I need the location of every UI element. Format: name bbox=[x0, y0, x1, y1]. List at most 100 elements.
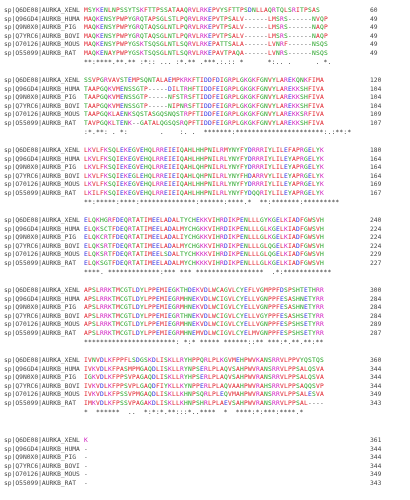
sequence-row: sp|Q6DE08|AURKA_XENLA LKVLFKSQLEKEGVEHQLR… bbox=[4, 147, 406, 156]
sequence-residues: MAQKENSYPWPYGRQTAQSGLNTLPQRVLRKEPVTPSALV… bbox=[84, 32, 328, 40]
sequence-row: sp|O70126|AURKB_MOUSE IVKVDLKFPSSVPMGAQDL… bbox=[4, 391, 406, 400]
sequence-id: sp|Q6DE08|AURKA_XENLA bbox=[4, 217, 80, 224]
sequence-id: sp|O70126|AURKB_MOUSE bbox=[4, 321, 80, 329]
position-count: 180 bbox=[370, 147, 382, 154]
sequence-row: sp|Q96GD4|AURKB_HUMAN IVKVDLKFPASMPMGAQDL… bbox=[4, 366, 406, 375]
sequence-residues: LKVLFKSQIEKEGLEHQLRREIEIQAHLQHPNILRLYNYF… bbox=[84, 172, 324, 180]
sequence-id: sp|Q96GD4|AURKB_HUMAN bbox=[4, 295, 80, 303]
sequence-id: sp|Q7YRC6|AURKB_BOVIN bbox=[4, 32, 80, 40]
sequence-residues: MAQKENSYPWPYGSKTSQSGLNTLSQRVLRKEPATTSALA… bbox=[84, 41, 328, 49]
sequence-id: sp|Q9N0X0|AURKB_PIG bbox=[4, 164, 77, 172]
position-count: 344 bbox=[370, 382, 382, 390]
sequence-id: sp|Q7YRC6|AURKB_BOVIN bbox=[4, 382, 80, 390]
sequence-id: sp|O70126|AURKB_MOUSE bbox=[4, 251, 80, 259]
sequence-residues: APSLRRKTMCGTLDYLPPEMIEGRTHNEKVDLWCIGVLCY… bbox=[84, 312, 324, 320]
position-count: 300 bbox=[370, 287, 382, 294]
sequence-id: sp|O70126|AURKB_MOUSE bbox=[4, 391, 80, 399]
sequence-row: sp|O55099|AURKB_RAT TAVPGQKLTENK--GATALQG… bbox=[4, 120, 406, 129]
sequence-id: sp|Q6DE08|AURKA_XENLA bbox=[4, 287, 80, 294]
sequence-residues: IVKVDLKFPPSVPLGAQDFIYKLLKYNPPERLPLAQVAAH… bbox=[84, 382, 324, 390]
position-count: 349 bbox=[370, 471, 382, 479]
sequence-id: sp|Q9N0X0|AURKB_PIG bbox=[4, 454, 77, 462]
sequence-row: sp|O55099|AURKB_RAT ELQKSGTFDEQRTATIMEELA… bbox=[4, 260, 406, 269]
sequence-id: sp|Q7YRC6|AURKB_BOVIN bbox=[4, 242, 80, 250]
consensus-row: ***********************: *:* ***** *****… bbox=[4, 339, 406, 348]
position-count: 289 bbox=[370, 321, 382, 329]
sequence-id: sp|O70126|AURKB_MOUSE bbox=[4, 41, 80, 49]
sequence-residues: APSLRRKTMCGTLDYLPPEMIEGRMHNEKVDLWCIGVLCY… bbox=[84, 304, 324, 312]
sequence-id: sp|Q9N0X0|AURKB_PIG bbox=[4, 374, 77, 382]
position-count: 224 bbox=[370, 234, 382, 242]
sequence-id: sp|Q9N0X0|AURKB_PIG bbox=[4, 94, 77, 102]
sequence-id: sp|Q96GD4|AURKB_HUMAN bbox=[4, 85, 80, 93]
sequence-row: sp|Q96GD4|AURKB_HUMAN - 344 bbox=[4, 446, 406, 455]
sequence-row: sp|Q96GD4|AURKB_HUMAN LKVLFKSQIEKEGVEHQLR… bbox=[4, 156, 406, 165]
sequence-id: sp|Q7YRC6|AURKB_BOVIN bbox=[4, 462, 80, 470]
sequence-row: sp|Q7YRC6|AURKB_BOVIN LKVLFKSQIEKEGLEHQLR… bbox=[4, 173, 406, 182]
sequence-residues: IVKVDLKFPSSVPMGAQDLISKLLKHNPSQRLPLEQVMAH… bbox=[84, 391, 324, 399]
position-count: 224 bbox=[370, 242, 382, 250]
sequence-residues: TAVPGQKLTENK--GATALQGSQSRQPFTIDDFEIGRPLG… bbox=[84, 119, 324, 127]
sequence-residues: TAAPGQKVMENSSGTP-----NIPNRSFTIDDFEIGRPLG… bbox=[84, 102, 324, 110]
sequence-id: sp|Q96GD4|AURKB_HUMAN bbox=[4, 445, 80, 453]
sequence-id: sp|O55099|AURKB_RAT bbox=[4, 189, 77, 197]
alignment-block: sp|Q6DE08|AURKA_XENLA K 361 sp|Q96GD4|AURKB… bbox=[4, 437, 406, 489]
sequence-residues: APSLRRKTMCGTLDYLPPEMIEGRMHNEMVDLWCIGVLCY… bbox=[84, 329, 324, 337]
sequence-residues: APSLRRKTMCGTLDYLPPEMIEGRMHNEKVDLWCIGVLCY… bbox=[84, 321, 324, 329]
position-count: 284 bbox=[370, 304, 382, 312]
sequence-id: sp|Q96GD4|AURKB_HUMAN bbox=[4, 15, 80, 23]
consensus-row: :*.**: . *: . :. . *******:*************… bbox=[4, 129, 406, 138]
sequence-residues: ELQKCRTFDEQRTATIMEELADALIYCHGKKVIHRDIKPE… bbox=[84, 234, 324, 242]
sequence-residues: K bbox=[84, 437, 88, 444]
sequence-residues: IVNVDLKFPPFLSDGSKDLISKLLRYHPPQRLPLKGVMEH… bbox=[84, 357, 324, 364]
sequence-row: sp|O70126|AURKB_MOUSE MAQKENSYPWPYGSKTSQS… bbox=[4, 41, 406, 50]
sequence-residues: MSYKENLNPSSYTSKFTTPSSATAAQRVLRKEPVYSFTTP… bbox=[84, 7, 320, 14]
sequence-row: sp|Q6DE08|AURKA_XENLA MSYKENLNPSSYTSKFTTP… bbox=[4, 7, 406, 16]
sequence-row: sp|O70126|AURKB_MOUSE ELQKSRTFDEQRTATIMEE… bbox=[4, 251, 406, 260]
sequence-row: sp|Q7YRC6|AURKB_BOVIN ELQKSRTFDEQRTATIMEE… bbox=[4, 243, 406, 252]
sequence-id: sp|O55099|AURKB_RAT bbox=[4, 479, 77, 487]
position-count: 349 bbox=[370, 391, 382, 399]
consensus-line: **:*****:****:**************:******:****… bbox=[84, 198, 340, 206]
position-count: 167 bbox=[370, 189, 382, 197]
sequence-residues: ELQKSCTFDEQRTATIMEELADALMYCHGKKVIHRDIKPE… bbox=[84, 225, 324, 233]
sequence-row: sp|Q7YRC6|AURKB_BOVIN MAQKENSYPWPYGRQTAQS… bbox=[4, 33, 406, 42]
position-count: 224 bbox=[370, 225, 382, 233]
sequence-id: sp|Q6DE08|AURKA_XENLA bbox=[4, 147, 80, 154]
position-count: 104 bbox=[370, 85, 382, 93]
position-count: 164 bbox=[370, 155, 382, 163]
sequence-residues: IMKVDLKFPSSVPAGAKDLISKLLKHNPSHRLPLAEVSAH… bbox=[84, 399, 324, 407]
sequence-residues: TAAPGQKVMENSSGTP-----NFSTRSFTIDDFEIGRPLG… bbox=[84, 94, 324, 102]
sequence-residues: - bbox=[84, 454, 88, 462]
sequence-row: sp|Q9N0X0|AURKB_PIG IGKVDLKFPPSVPAGAQDLIS… bbox=[4, 374, 406, 383]
sequence-row: sp|O70126|AURKB_MOUSE LKVLFKSQIEKEGVEHQLR… bbox=[4, 181, 406, 190]
sequence-row: sp|Q96GD4|AURKB_HUMAN TAAPGQKVMENSSGTP---… bbox=[4, 86, 406, 95]
consensus-row: ****. *************:*** *** ************… bbox=[4, 269, 406, 278]
sequence-residues: LKVLFKSQIEKEGVEHQLRREIEIQAHLHHPNILRLYNYF… bbox=[84, 155, 324, 163]
position-count: 49 bbox=[370, 32, 378, 40]
sequence-row: sp|Q9N0X0|AURKB_PIG - 344 bbox=[4, 454, 406, 463]
sequence-residues: TAAPGQKVMENSSGTP-----DILTRHFTIDDFEIGRPLG… bbox=[84, 85, 324, 93]
sequence-row: sp|Q96GD4|AURKB_HUMAN MAQKENSYPWPYGRQTAPS… bbox=[4, 16, 406, 25]
sequence-row: sp|O55099|AURKB_RAT MAQKENAYPWPYGSKTSQSGL… bbox=[4, 50, 406, 59]
sequence-residues: MAQKENSYPWPYGRQTAQSGLNTLPQRVLRKEPVTPSALV… bbox=[84, 24, 328, 32]
sequence-id: sp|Q96GD4|AURKB_HUMAN bbox=[4, 365, 80, 373]
position-count: 164 bbox=[370, 172, 382, 180]
sequence-id: sp|Q9N0X0|AURKB_PIG bbox=[4, 304, 77, 312]
sequence-id: sp|O70126|AURKB_MOUSE bbox=[4, 471, 80, 479]
sequence-id: sp|Q6DE08|AURKA_XENLA bbox=[4, 437, 80, 444]
position-count: 104 bbox=[370, 102, 382, 110]
sequence-residues: MAQKENAYPWPYGSKTSQSGLNTLSQRVLRKEPAVTPAQA… bbox=[84, 49, 328, 57]
position-count: 343 bbox=[370, 399, 382, 407]
alignment-block: sp|Q6DE08|AURKA_XENLA MSYKENLNPSSYTSKFTTP… bbox=[4, 7, 406, 67]
sequence-id: sp|Q9N0X0|AURKB_PIG bbox=[4, 234, 77, 242]
position-count: 344 bbox=[370, 445, 382, 453]
sequence-row: sp|Q7YRC6|AURKB_BOVIN TAAPGQKVMENSSGTP---… bbox=[4, 103, 406, 112]
sequence-residues: SSVPGRVAVSTEMPSQNTALAEMPKRKFTIDDFDIGRPLG… bbox=[84, 77, 324, 84]
alignment-block: sp|Q6DE08|AURKA_XENLA APSLRRKTMCGTLDYLPPE… bbox=[4, 287, 406, 347]
consensus-line: ****. *************:*** *** ************… bbox=[84, 268, 332, 276]
position-count: 287 bbox=[370, 329, 382, 337]
sequence-residues: ELQKHGRFDEQRTATIMEELADALTYCHEKKVIHRDIKPE… bbox=[84, 217, 324, 224]
sequence-row: sp|O55099|AURKB_RAT - 343 bbox=[4, 480, 406, 489]
